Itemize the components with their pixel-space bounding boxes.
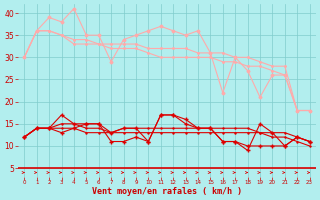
X-axis label: Vent moyen/en rafales ( km/h ): Vent moyen/en rafales ( km/h ) [92, 187, 242, 196]
